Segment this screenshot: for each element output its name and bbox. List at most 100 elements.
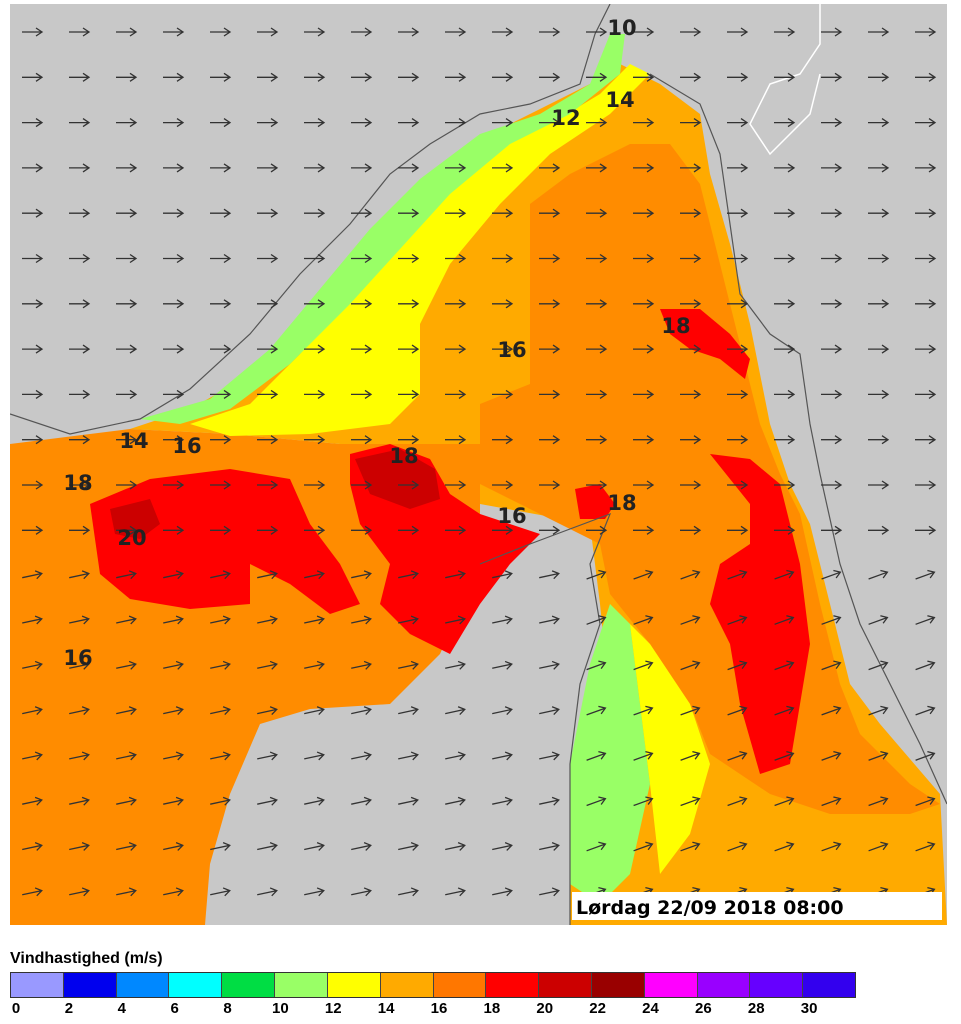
wind-arrow-icon bbox=[445, 660, 466, 670]
contour-label: 12 bbox=[551, 106, 580, 130]
legend-tick-label: 18 bbox=[483, 1000, 501, 1017]
wind-arrow-icon bbox=[398, 435, 420, 445]
wind-arrow-icon bbox=[915, 796, 936, 807]
wind-arrow-icon bbox=[398, 253, 420, 264]
wind-arrow-icon bbox=[445, 570, 466, 580]
country-border bbox=[749, 4, 821, 156]
wind-arrow-icon bbox=[22, 615, 43, 625]
wind-arrow-icon bbox=[586, 27, 608, 37]
legend-swatch bbox=[169, 973, 223, 997]
wind-arrow-icon bbox=[22, 72, 44, 82]
wind-arrow-icon bbox=[304, 435, 326, 445]
wind-arrow-icon bbox=[868, 435, 890, 445]
contour-label: 18 bbox=[661, 314, 690, 338]
wind-arrow-icon bbox=[163, 842, 184, 851]
wind-arrow-icon bbox=[210, 299, 232, 309]
wind-arrow-icon bbox=[116, 435, 138, 445]
wind-arrow-icon bbox=[915, 525, 937, 535]
wind-arrow-icon bbox=[586, 118, 608, 128]
wind-arrow-icon bbox=[445, 615, 466, 625]
wind-arrow-icon bbox=[586, 615, 607, 625]
wind-arrow-icon bbox=[351, 118, 373, 128]
legend-tick-label: 28 bbox=[747, 1000, 765, 1017]
wind-arrow-icon bbox=[868, 72, 890, 82]
wind-arrow-icon bbox=[22, 253, 44, 264]
sea-east-18-upper bbox=[660, 309, 750, 379]
wind-arrow-icon bbox=[445, 163, 467, 173]
wind-arrow-icon bbox=[116, 570, 137, 580]
wind-arrow-icon bbox=[398, 706, 419, 716]
wind-arrow-icon bbox=[445, 389, 467, 399]
wind-arrow-icon bbox=[210, 570, 231, 580]
wind-arrow-icon bbox=[116, 615, 137, 625]
wind-arrow-icon bbox=[163, 299, 185, 309]
wind-arrow-icon bbox=[69, 299, 91, 309]
wind-arrow-icon bbox=[69, 435, 91, 445]
wind-arrow-icon bbox=[257, 208, 279, 218]
wind-arrow-icon bbox=[868, 525, 890, 535]
wind-arrow-icon bbox=[22, 660, 43, 670]
wind-arrow-icon bbox=[633, 163, 655, 173]
wind-arrow-icon bbox=[633, 435, 655, 445]
wind-arrow-icon bbox=[351, 480, 373, 490]
contour-label: 16 bbox=[497, 504, 526, 528]
wind-arrow-icon bbox=[680, 480, 702, 490]
wind-arrow-icon bbox=[680, 208, 702, 218]
wind-arrow-icon bbox=[727, 208, 749, 218]
wind-arrow-icon bbox=[868, 253, 890, 264]
wind-arrow-icon bbox=[398, 525, 420, 535]
wind-arrow-icon bbox=[398, 842, 419, 851]
wind-arrow-icon bbox=[257, 27, 279, 37]
wind-arrow-icon bbox=[821, 72, 843, 82]
wind-arrow-icon bbox=[22, 208, 44, 218]
wind-arrow-icon bbox=[774, 344, 796, 354]
wind-arrow-icon bbox=[163, 751, 184, 761]
legend-tick-label: 24 bbox=[642, 1000, 659, 1017]
wind-arrow-icon bbox=[69, 570, 90, 580]
legend-swatch bbox=[116, 973, 170, 997]
legend-tick-label: 14 bbox=[377, 1000, 395, 1017]
sea-east-18-lower bbox=[710, 454, 810, 774]
wind-arrow-icon bbox=[257, 389, 279, 399]
wind-arrow-icon bbox=[586, 389, 608, 399]
wind-arrow-icon bbox=[586, 435, 608, 445]
contour-label: 16 bbox=[497, 338, 526, 362]
wind-arrow-icon bbox=[116, 480, 138, 490]
wind-arrow-icon bbox=[304, 887, 325, 897]
wind-arrow-icon bbox=[727, 751, 748, 761]
legend-bar bbox=[10, 972, 856, 998]
wind-arrow-icon bbox=[257, 660, 278, 670]
wind-arrow-icon bbox=[539, 525, 561, 535]
wind-arrow-icon bbox=[351, 299, 373, 309]
wind-arrow-icon bbox=[492, 253, 514, 264]
wind-arrow-icon bbox=[727, 569, 748, 580]
wind-arrow-icon bbox=[680, 163, 702, 173]
sea-west-18 bbox=[90, 469, 360, 614]
wind-arrow-icon bbox=[257, 751, 278, 761]
wind-arrow-icon bbox=[351, 253, 373, 264]
wind-arrow-icon bbox=[868, 27, 890, 37]
wind-arrow-icon bbox=[210, 253, 232, 264]
wind-arrow-icon bbox=[821, 569, 842, 580]
wind-arrow-icon bbox=[163, 706, 184, 716]
wind-arrow-icon bbox=[116, 208, 138, 218]
coastline-norway bbox=[10, 4, 611, 435]
wind-arrow-icon bbox=[351, 208, 373, 218]
wind-arrow-icon bbox=[492, 163, 514, 173]
wind-arrow-icon bbox=[22, 163, 44, 173]
legend-swatch bbox=[644, 973, 698, 997]
wind-arrow-icon bbox=[680, 389, 702, 399]
wind-arrow-icon bbox=[116, 796, 137, 806]
wind-arrow-icon bbox=[210, 887, 231, 897]
wind-arrows bbox=[22, 27, 937, 897]
wind-arrow-icon bbox=[69, 660, 90, 670]
wind-arrow-icon bbox=[210, 706, 231, 716]
wind-arrow-icon bbox=[69, 118, 91, 128]
wind-arrow-icon bbox=[868, 480, 890, 490]
legend-tick-label: 12 bbox=[324, 1000, 342, 1017]
wind-arrow-icon bbox=[821, 253, 843, 264]
coastline-denmark bbox=[479, 512, 612, 925]
wind-arrow-icon bbox=[680, 660, 701, 671]
wind-arrow-icon bbox=[69, 842, 90, 851]
wind-arrow-icon bbox=[163, 389, 185, 399]
